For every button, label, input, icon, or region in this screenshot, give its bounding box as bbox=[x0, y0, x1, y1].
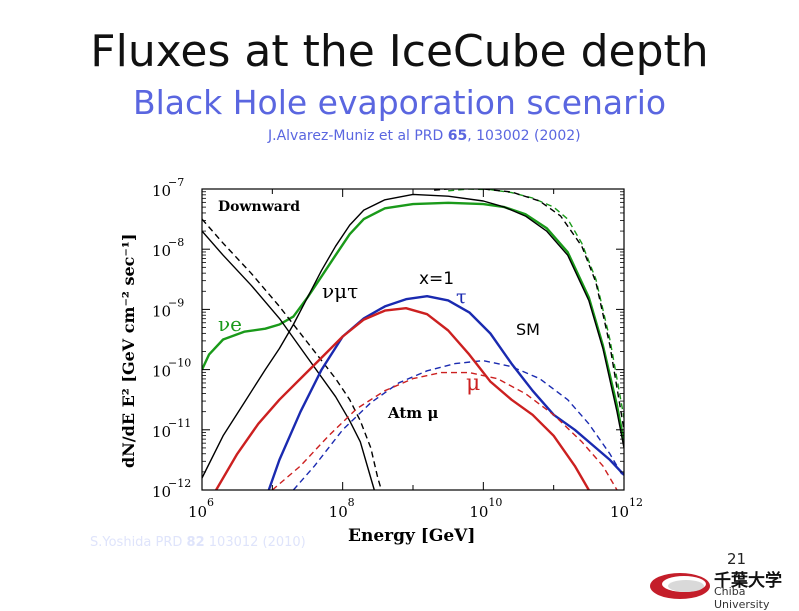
y-tick-label-exp: −9 bbox=[168, 296, 184, 309]
logo-japanese-text: 千葉大学 bbox=[714, 571, 782, 591]
series-line-8 bbox=[215, 307, 590, 490]
y-tick-label-exp: −7 bbox=[168, 176, 184, 189]
y-tick-label-base: 10 bbox=[152, 302, 171, 320]
ref2-volume: 82 bbox=[186, 535, 205, 550]
ref2-suffix: 103012 (2010) bbox=[204, 535, 306, 550]
y-tick-label-base: 10 bbox=[152, 423, 171, 441]
annotation-numu-tau: νμτ bbox=[322, 279, 358, 303]
chiba-university-logo-icon bbox=[650, 573, 710, 599]
y-tick-label-base: 10 bbox=[152, 483, 171, 501]
series-line-2 bbox=[202, 193, 624, 479]
y-tick-label-exp: −11 bbox=[168, 417, 191, 430]
series-line-0 bbox=[202, 201, 624, 443]
x-tick-label-exp: 8 bbox=[348, 496, 355, 509]
series-line-5 bbox=[202, 218, 383, 490]
annotation-x-equals-1: x=1 bbox=[419, 269, 454, 289]
x-axis-label: Energy [GeV] bbox=[348, 526, 475, 546]
annotation-nu-e: νe bbox=[218, 312, 242, 336]
annotation-mu: μ bbox=[466, 371, 480, 396]
y-tick-label-base: 10 bbox=[152, 363, 171, 381]
logo-english-text: Chiba University bbox=[714, 585, 770, 611]
y-tick-label-exp: −8 bbox=[168, 236, 184, 249]
annotation-sm: SM bbox=[516, 320, 540, 339]
reference-yoshida: S.Yoshida PRD 82 103012 (2010) bbox=[90, 535, 306, 550]
series-line-7 bbox=[292, 359, 624, 490]
annotation-tau: τ bbox=[456, 286, 467, 308]
y-tick-label-base: 10 bbox=[152, 242, 171, 260]
series-line-9 bbox=[271, 371, 618, 490]
reference-alvarez-muniz: J.Alvarez-Muniz et al PRD 65, 103002 (20… bbox=[268, 128, 581, 144]
series-line-3 bbox=[434, 189, 624, 430]
ref1-suffix: , 103002 (2002) bbox=[467, 128, 581, 144]
page-number: 21 bbox=[727, 550, 747, 568]
annotation-atm-mu: Atm μ bbox=[387, 404, 438, 422]
x-tick-label-exp: 10 bbox=[488, 496, 502, 509]
x-tick-label-base: 10 bbox=[329, 503, 348, 521]
y-tick-label-exp: −10 bbox=[168, 357, 191, 370]
slide-title: Fluxes at the IceCube depth bbox=[90, 26, 709, 77]
ref1-volume: 65 bbox=[447, 128, 468, 144]
series-line-6 bbox=[267, 295, 624, 490]
x-tick-label-exp: 6 bbox=[207, 496, 214, 509]
y-tick-label-exp: −12 bbox=[168, 477, 191, 490]
x-tick-label-base: 10 bbox=[610, 503, 629, 521]
y-tick-label-base: 10 bbox=[152, 182, 171, 200]
x-tick-label-exp: 12 bbox=[629, 496, 643, 509]
series-line-4 bbox=[202, 230, 375, 490]
y-axis-label: dN/dE E² [GeV cm⁻² sec⁻¹] bbox=[119, 234, 138, 468]
annotation-downward: Downward bbox=[218, 199, 300, 215]
x-tick-label-base: 10 bbox=[188, 503, 207, 521]
ref1-prefix: J.Alvarez-Muniz et al PRD bbox=[268, 128, 448, 144]
ref2-prefix: S.Yoshida PRD bbox=[90, 535, 187, 550]
slide-subtitle: Black Hole evaporation scenario bbox=[132, 83, 667, 122]
x-tick-label-base: 10 bbox=[469, 503, 488, 521]
